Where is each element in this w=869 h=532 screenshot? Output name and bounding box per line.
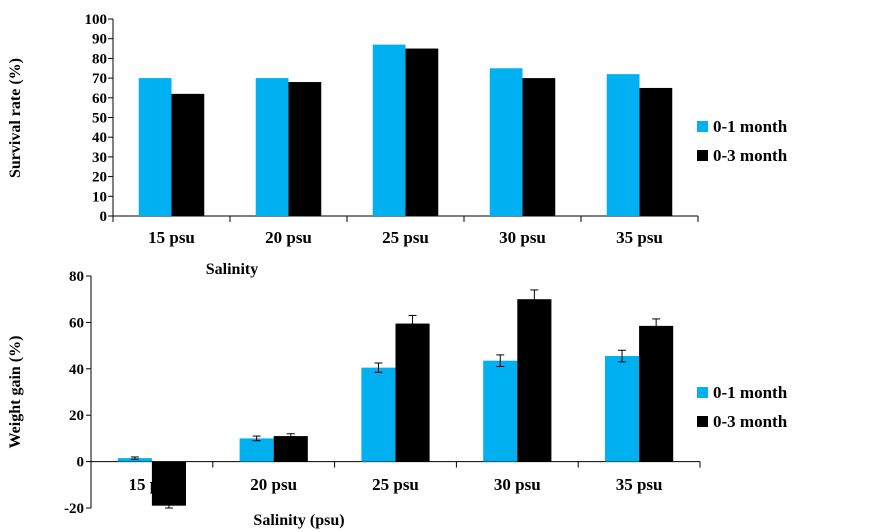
- bar: [239, 438, 274, 462]
- x-tick-label: 20 psu: [250, 475, 297, 494]
- y-tick-label: 50: [92, 111, 107, 127]
- legend-swatch: [697, 416, 708, 427]
- x-tick-label: 25 psu: [372, 475, 419, 494]
- y-axis-title: Survival rate (%): [7, 58, 24, 178]
- bar: [405, 48, 439, 216]
- bar: [489, 68, 523, 216]
- bar: [395, 323, 430, 462]
- legend-swatch: [697, 387, 708, 398]
- y-tick-label: 0: [77, 455, 85, 471]
- x-tick-label: 20 psu: [265, 228, 312, 247]
- y-tick-label: 60: [69, 315, 84, 331]
- survival-rate-chart: 0 10 20 30 40 50 60 70 80 90 100 15 psu 20 psu 25 psu…: [7, 12, 788, 278]
- y-tick-label: 100: [85, 12, 108, 28]
- bar: [138, 78, 172, 216]
- bar: [604, 356, 640, 462]
- bar: [639, 325, 674, 462]
- x-tick-label: 15 psu: [148, 228, 195, 247]
- legend-swatch: [697, 121, 708, 132]
- legend-swatch: [697, 150, 708, 161]
- bar: [361, 367, 396, 462]
- y-tick-label: 80: [92, 51, 107, 67]
- y-tick-label: 60: [92, 91, 107, 107]
- y-tick-label: 0: [100, 209, 108, 225]
- y-axis-title: Weight gain (%): [7, 336, 24, 449]
- y-tick-label: 90: [92, 32, 107, 48]
- legend-label: 0-3 month: [713, 412, 788, 431]
- x-tick-label: 35 psu: [616, 228, 663, 247]
- y-tick-label: 10: [92, 189, 107, 205]
- y-tick-label: 70: [92, 71, 107, 87]
- y-tick-label: 30: [92, 150, 107, 166]
- bar: [517, 299, 552, 462]
- bar: [255, 78, 289, 216]
- bar: [522, 78, 556, 216]
- x-axis-title: Salinity (psu): [253, 512, 344, 529]
- bar: [273, 436, 308, 462]
- bar: [372, 44, 406, 216]
- x-tick-label: 15 psu: [129, 475, 176, 494]
- bar: [171, 93, 205, 216]
- x-tick-label: 30 psu: [494, 475, 541, 494]
- legend-label: 0-1 month: [713, 117, 788, 136]
- bar: [483, 360, 518, 462]
- y-tick-label: 80: [69, 269, 84, 285]
- x-tick-label: 30 psu: [499, 228, 546, 247]
- bar: [151, 461, 187, 506]
- bar: [639, 87, 673, 216]
- weight-gain-chart: -20 0 20 40 60 80 15 psu 20 psu 25 psu 30 psu 35 p…: [7, 269, 788, 529]
- y-tick-label: 40: [92, 130, 107, 146]
- x-axis-title: Salinity: [206, 261, 258, 278]
- bar: [606, 74, 640, 216]
- y-tick-label: -20: [64, 501, 84, 517]
- legend-label: 0-3 month: [713, 146, 788, 165]
- bar: [117, 458, 152, 462]
- y-tick-label: 40: [69, 362, 84, 378]
- legend-label: 0-1 month: [713, 383, 788, 402]
- y-tick-label: 20: [69, 408, 84, 424]
- bar: [288, 82, 322, 216]
- x-tick-label: 25 psu: [382, 228, 429, 247]
- y-tick-label: 20: [92, 170, 107, 186]
- x-tick-label: 35 psu: [616, 475, 663, 494]
